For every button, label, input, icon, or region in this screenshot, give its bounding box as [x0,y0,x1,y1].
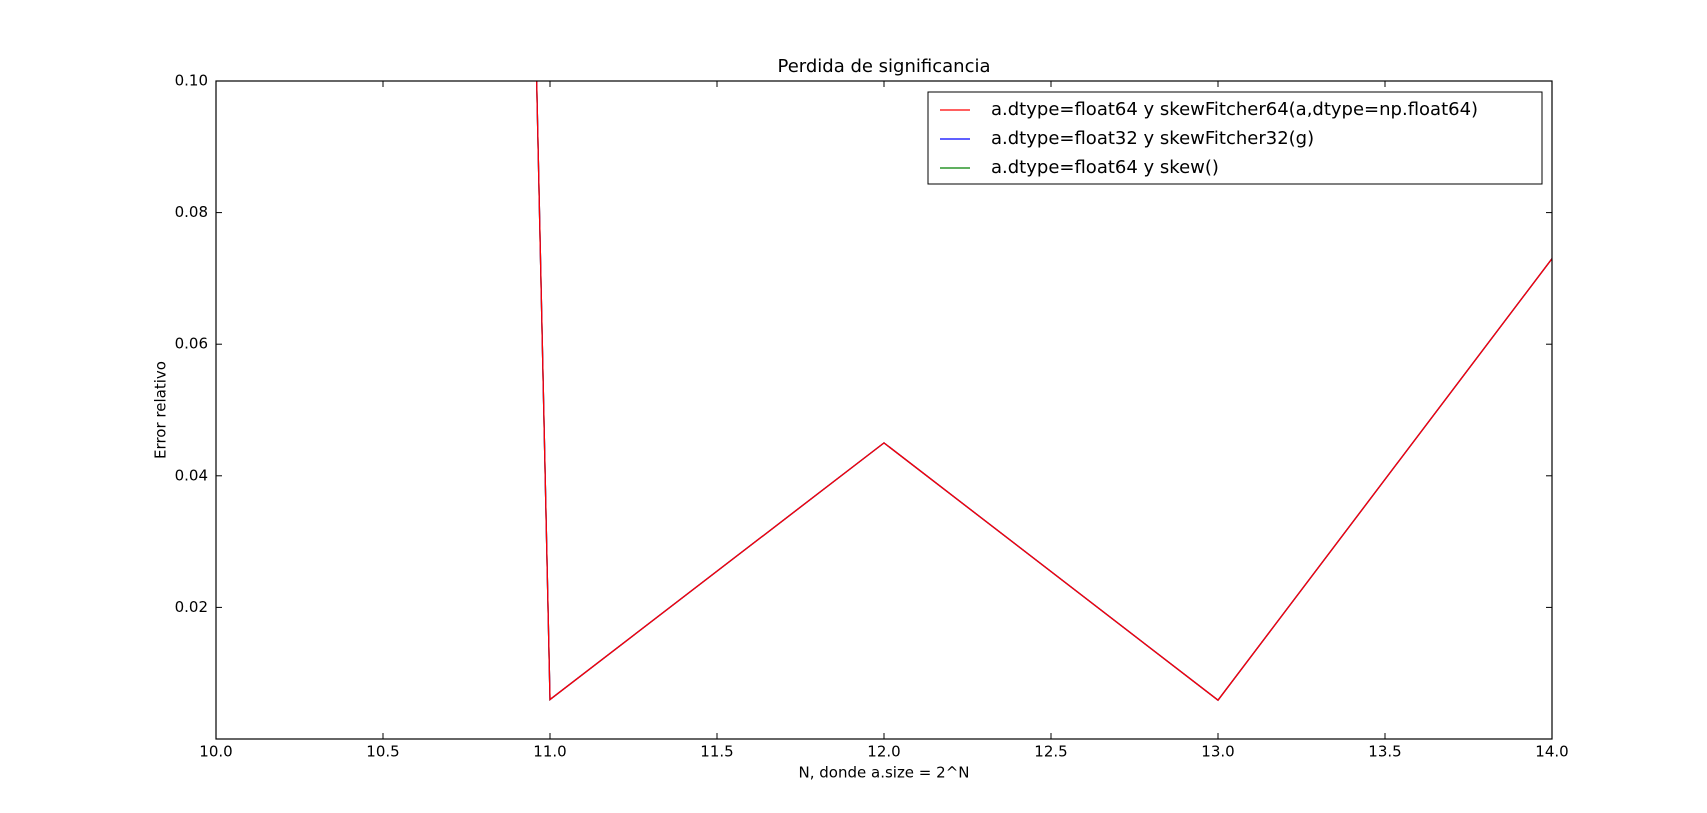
chart-title: Perdida de significancia [777,56,990,77]
series-line [536,81,1552,702]
x-tick-label: 13.5 [1368,743,1401,761]
y-tick-label: 0.04 [175,466,208,484]
y-axis-label: Error relativo [152,361,170,459]
y-tick-label: 0.08 [175,203,208,221]
x-tick-label: 12.0 [867,743,900,761]
x-tick-label: 10.5 [366,743,399,761]
legend-label: a.dtype=float64 y skew() [991,157,1219,178]
legend-box [927,91,1543,185]
y-tick-label: 0.10 [175,72,208,90]
legend-label: a.dtype=float64 y skewFitcher64(a,dtype=… [991,99,1478,120]
x-tick-label: 12.5 [1034,743,1067,761]
legend-label: a.dtype=float32 y skewFitcher32(g) [991,128,1314,149]
y-tick-label: 0.06 [175,335,208,353]
x-tick-label: 13.0 [1201,743,1234,761]
x-tick-label: 11.0 [533,743,566,761]
y-tick-label: 0.02 [175,598,208,616]
x-axis-label: N, donde a.size = 2^N [799,764,970,782]
plot-area [536,81,1552,702]
x-tick-label: 10.0 [199,743,232,761]
x-tick-label: 11.5 [700,743,733,761]
x-tick-label: 14.0 [1535,743,1568,761]
